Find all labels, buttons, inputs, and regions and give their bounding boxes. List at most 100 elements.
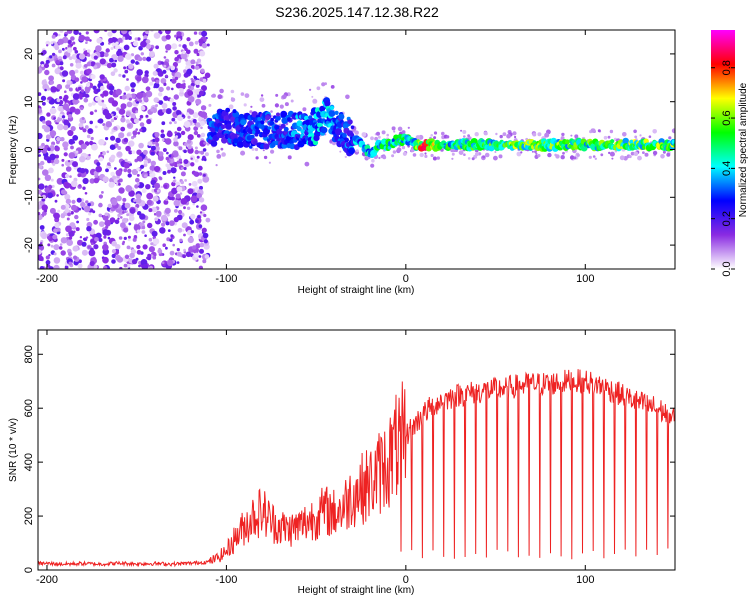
ridge-mark	[344, 137, 349, 143]
noise-speckle	[154, 217, 159, 222]
noise-speckle	[141, 188, 147, 194]
noise-speckle	[173, 151, 179, 158]
noise-speckle	[136, 229, 141, 233]
noise-speckle	[120, 30, 128, 35]
noise-speckle	[91, 101, 96, 106]
noise-speckle	[200, 68, 205, 73]
noise-speckle	[100, 93, 104, 97]
colorbar-tick-label: 0.8	[721, 60, 733, 75]
noise-speckle	[50, 244, 54, 248]
noise-speckle	[170, 234, 174, 238]
noise-speckle	[38, 214, 43, 221]
noise-speckle	[117, 48, 122, 53]
noise-speckle	[44, 209, 48, 213]
noise-speckle	[118, 236, 123, 240]
noise-speckle	[165, 74, 168, 78]
noise-speckle	[183, 166, 187, 171]
noise-speckle	[115, 137, 121, 143]
faint-speckle	[433, 131, 438, 135]
faint-speckle	[309, 88, 312, 91]
x-tick-label: 100	[576, 574, 594, 586]
noise-speckle	[205, 217, 211, 223]
noise-speckle	[163, 95, 169, 101]
noise-speckle	[187, 145, 192, 150]
noise-speckle	[161, 102, 168, 109]
noise-speckle	[166, 259, 174, 267]
noise-speckle	[125, 119, 130, 124]
noise-speckle	[75, 62, 82, 69]
noise-speckle	[102, 109, 110, 116]
noise-speckle	[86, 61, 92, 67]
noise-speckle	[186, 139, 192, 144]
noise-speckle	[123, 263, 128, 268]
noise-speckle	[98, 221, 105, 228]
faint-speckle	[374, 136, 378, 141]
noise-speckle	[65, 198, 72, 205]
noise-speckle	[138, 264, 141, 268]
faint-speckle	[633, 129, 637, 134]
ridge-mark	[300, 129, 305, 134]
faint-speckle	[652, 150, 658, 156]
y-tick-label: -20	[23, 237, 35, 253]
faint-speckle	[475, 152, 479, 156]
faint-speckle	[249, 110, 253, 114]
noise-speckle	[149, 81, 154, 86]
noise-speckle	[202, 148, 207, 152]
noise-speckle	[78, 34, 86, 42]
faint-speckle	[609, 151, 615, 157]
noise-speckle	[80, 143, 87, 150]
noise-speckle	[124, 69, 129, 74]
faint-speckle	[396, 147, 402, 152]
noise-speckle	[190, 213, 196, 220]
noise-speckle	[198, 197, 205, 203]
noise-speckle	[123, 227, 129, 233]
noise-speckle	[148, 51, 155, 57]
noise-speckle	[84, 85, 91, 92]
faint-speckle	[392, 150, 397, 154]
noise-speckle	[190, 162, 195, 167]
faint-speckle	[462, 130, 467, 134]
noise-speckle	[89, 178, 95, 184]
ridge-mark	[387, 145, 392, 150]
faint-speckle	[573, 156, 577, 160]
noise-speckle	[195, 98, 202, 105]
faint-speckle	[502, 132, 507, 137]
noise-speckle	[154, 165, 161, 173]
noise-speckle	[161, 222, 166, 227]
noise-speckle	[48, 266, 54, 269]
noise-speckle	[50, 178, 54, 182]
noise-speckle	[175, 181, 181, 187]
noise-speckle	[151, 206, 157, 213]
faint-speckle	[263, 155, 268, 160]
noise-speckle	[49, 207, 56, 214]
faint-speckle	[270, 110, 273, 113]
ridge-mark	[296, 126, 302, 132]
noise-speckle	[93, 55, 98, 60]
noise-speckle	[55, 154, 59, 159]
faint-speckle	[495, 132, 498, 136]
noise-speckle	[85, 31, 89, 35]
noise-speckle	[186, 49, 191, 55]
noise-speckle	[74, 214, 79, 220]
noise-speckle	[190, 195, 198, 203]
noise-speckle	[89, 111, 94, 115]
spectrogram-x-label: Height of straight line (km)	[298, 285, 415, 296]
noise-speckle	[66, 217, 70, 221]
faint-speckle	[344, 155, 347, 159]
noise-speckle	[158, 86, 164, 93]
noise-speckle	[99, 74, 105, 80]
noise-speckle	[38, 162, 41, 166]
noise-speckle	[173, 137, 178, 142]
noise-speckle	[142, 220, 146, 224]
y-tick-label: 0	[23, 146, 35, 152]
noise-speckle	[60, 237, 68, 244]
noise-speckle	[64, 90, 67, 93]
ridge-mark	[342, 133, 347, 138]
noise-speckle	[126, 78, 129, 81]
ridge-mark	[395, 134, 399, 139]
noise-speckle	[46, 87, 51, 91]
noise-speckle	[150, 160, 156, 166]
noise-speckle	[54, 146, 60, 152]
noise-speckle	[165, 198, 168, 202]
faint-speckle	[260, 94, 264, 97]
